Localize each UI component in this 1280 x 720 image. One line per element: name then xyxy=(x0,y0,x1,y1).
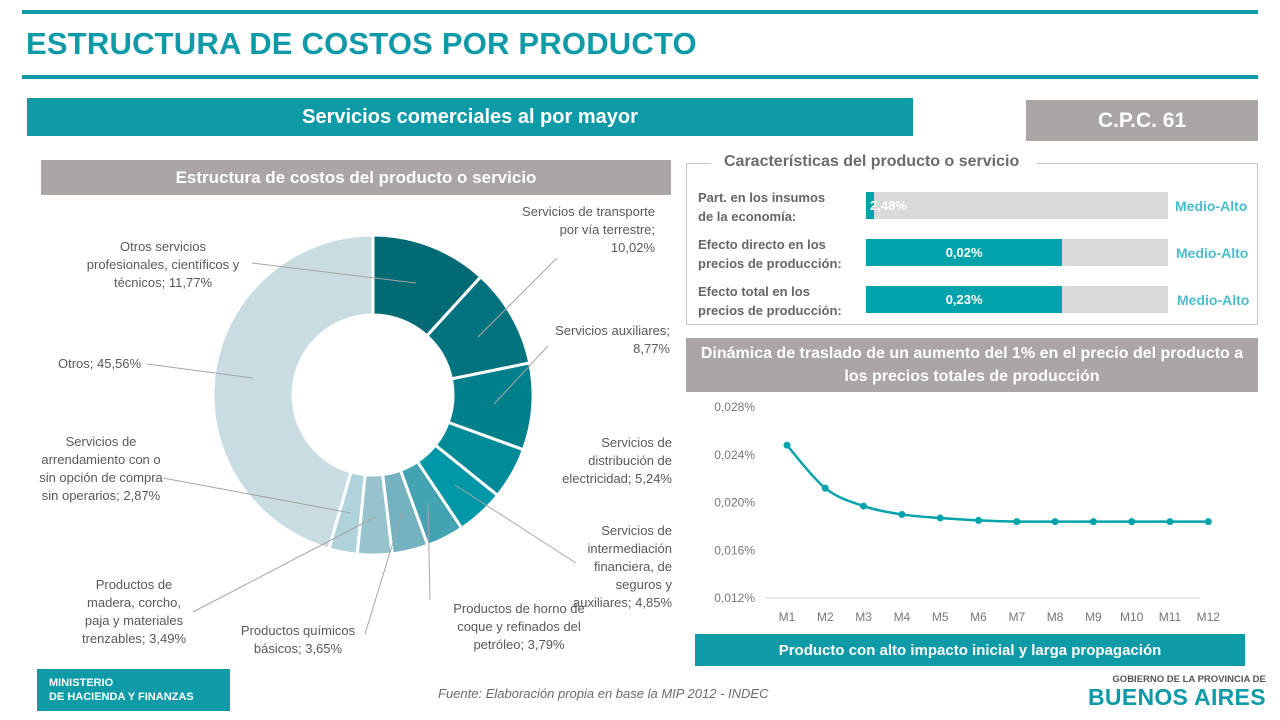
slice-label: Productos de horno de coque y refinados … xyxy=(453,601,585,652)
data-point xyxy=(1089,518,1097,526)
y-tick-label: 0,028% xyxy=(714,400,755,414)
x-tick-label: M11 xyxy=(1159,610,1182,624)
leader-line xyxy=(192,516,376,613)
x-tick-label: M4 xyxy=(894,610,911,624)
x-tick-label: M8 xyxy=(1047,610,1064,624)
product-banner: Servicios comerciales al por mayor xyxy=(27,98,913,136)
data-point xyxy=(783,441,791,449)
characteristic-label: Efecto total en los precios de producción… xyxy=(698,282,842,320)
ministry-logo: MINISTERIO DE HACIENDA Y FINANZAS xyxy=(37,669,230,711)
bar-fill xyxy=(866,192,874,219)
ministry-line-2: DE HACIENDA Y FINANZAS xyxy=(49,691,194,703)
slice-label: Servicios de distribución de electricida… xyxy=(562,435,672,486)
characteristics-title: Características del producto o servicio xyxy=(720,153,1024,171)
government-logo: GOBIERNO DE LA PROVINCIA DE BUENOS AIRES xyxy=(1088,674,1266,709)
data-point xyxy=(1013,518,1021,526)
top-rule xyxy=(22,10,1258,14)
data-point xyxy=(1204,518,1212,526)
characteristic-label: Part. en los insumos de la economía: xyxy=(698,188,825,226)
label-line: Efecto total en los xyxy=(698,284,810,299)
data-point xyxy=(898,510,906,518)
y-tick-label: 0,012% xyxy=(714,591,755,605)
slice-label: Productos de madera, corcho, paja y mate… xyxy=(81,577,187,646)
bar-value: 0,02% xyxy=(945,245,983,260)
title-rule xyxy=(22,75,1258,79)
level-badge: Medio-Alto xyxy=(1176,245,1249,261)
x-tick-label: M5 xyxy=(932,610,949,624)
donut-header: Estructura de costos del producto o serv… xyxy=(41,160,671,195)
data-point xyxy=(1166,518,1174,526)
data-point xyxy=(936,514,944,522)
gov-line-1: GOBIERNO DE LA PROVINCIA DE xyxy=(1112,674,1266,685)
donut-chart xyxy=(146,233,577,635)
dynamics-header: Dinámica de traslado de un aumento del 1… xyxy=(686,338,1258,392)
characteristic-label: Efecto directo en los precios de producci… xyxy=(698,235,842,273)
leader-line xyxy=(493,345,549,405)
characteristic-bar: 0,02% xyxy=(866,239,1168,266)
slice-label: Servicios de transporte por vía terrestr… xyxy=(522,204,655,255)
ministry-line-1: MINISTERIO xyxy=(49,677,114,689)
x-tick-label: M9 xyxy=(1085,610,1102,624)
label-line: Part. en los insumos xyxy=(698,190,826,205)
x-tick-label: M12 xyxy=(1197,610,1221,624)
slice-label: Servicios de arrendamiento con o sin opc… xyxy=(39,434,163,503)
slice-label: Otros servicios profesionales, científic… xyxy=(86,239,240,290)
data-point xyxy=(860,502,868,510)
label-line: precios de producción: xyxy=(698,256,842,271)
characteristics-box xyxy=(686,163,1258,325)
slice-label: Servicios de intermediación financiera, … xyxy=(573,523,672,610)
x-tick-label: M1 xyxy=(779,610,796,624)
level-badge: Medio-Alto xyxy=(1177,292,1250,308)
x-tick-label: M3 xyxy=(855,610,872,624)
characteristic-bar: 2,48% xyxy=(866,192,1168,219)
leader-line xyxy=(427,502,431,601)
label-line: precios de producción: xyxy=(698,303,842,318)
x-tick-label: M2 xyxy=(817,610,834,624)
label-line: Efecto directo en los xyxy=(698,237,826,252)
slice-label: Otros; 45,56% xyxy=(58,356,142,371)
leader-lines xyxy=(146,257,577,635)
label-line: de la economía: xyxy=(698,209,797,224)
leader-line xyxy=(364,512,403,635)
series-line xyxy=(786,444,1209,523)
leader-line xyxy=(162,477,352,514)
x-tick-label: M7 xyxy=(1008,610,1025,624)
cpc-badge: C.P.C. 61 xyxy=(1026,100,1258,141)
level-badge: Medio-Alto xyxy=(1175,198,1248,214)
bar-fill xyxy=(866,286,1063,313)
y-tick-label: 0,024% xyxy=(714,448,755,462)
page-title: ESTRUCTURA DE COSTOS POR PRODUCTO xyxy=(26,26,697,61)
slice-label: Servicios auxiliares; 8,77% xyxy=(555,323,670,356)
y-tick-label: 0,020% xyxy=(714,496,755,510)
characteristic-bar: 0,23% xyxy=(866,286,1168,313)
line-chart: 0,012% 0,016% 0,020% 0,024% 0,028% M1 M2 M3 M4 M5… xyxy=(714,400,1221,624)
data-point xyxy=(821,484,829,492)
leader-line xyxy=(454,484,577,564)
donut-slice xyxy=(211,233,375,551)
bar-fill xyxy=(866,239,1063,266)
x-tick-label: M10 xyxy=(1120,610,1144,624)
leader-line xyxy=(251,262,417,284)
dynamics-footer: Producto con alto impacto inicial y larg… xyxy=(695,634,1245,666)
bar-value: 0,23% xyxy=(945,292,983,307)
data-point xyxy=(1051,518,1059,526)
leader-line xyxy=(477,257,558,338)
gov-line-2: BUENOS AIRES xyxy=(1088,684,1266,710)
bar-value: 2,48% xyxy=(870,198,907,213)
leader-line xyxy=(146,363,254,379)
y-tick-label: 0,016% xyxy=(714,543,755,557)
data-point xyxy=(975,516,982,524)
slice-label: Productos químicos básicos; 3,65% xyxy=(240,623,356,656)
source-note: Fuente: Elaboración propia en base la MI… xyxy=(438,686,769,701)
data-point xyxy=(1128,518,1136,526)
x-tick-label: M6 xyxy=(970,610,987,624)
